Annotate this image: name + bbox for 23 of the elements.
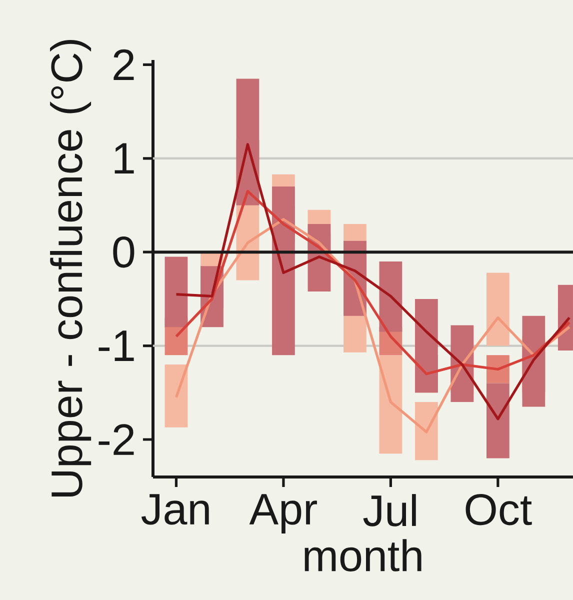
line-series xyxy=(174,143,571,420)
bar xyxy=(272,186,295,356)
bar xyxy=(379,261,402,332)
y-tick-label: -2 xyxy=(98,424,134,455)
bar xyxy=(486,355,510,384)
x-axis-title: month xyxy=(304,539,422,572)
bar xyxy=(486,272,510,346)
x-tick-label: Jan xyxy=(141,494,209,525)
y-tick-label: 2 xyxy=(114,49,134,80)
y-tick-label: -1 xyxy=(98,330,134,361)
bar xyxy=(415,298,438,393)
bar xyxy=(164,364,188,428)
line-series xyxy=(174,190,571,376)
bar xyxy=(486,383,510,458)
y-axis-title: Upper - confluence (°C) xyxy=(50,40,92,496)
bar xyxy=(415,402,438,460)
x-tick-label: Jul xyxy=(363,494,416,526)
y-tick-label: 1 xyxy=(114,143,134,174)
bar xyxy=(164,256,188,328)
y-tick-label: 0 xyxy=(113,236,134,268)
bar xyxy=(379,355,402,454)
x-tick-label: Apr xyxy=(249,494,317,534)
x-tick-label: Oct xyxy=(466,494,532,526)
